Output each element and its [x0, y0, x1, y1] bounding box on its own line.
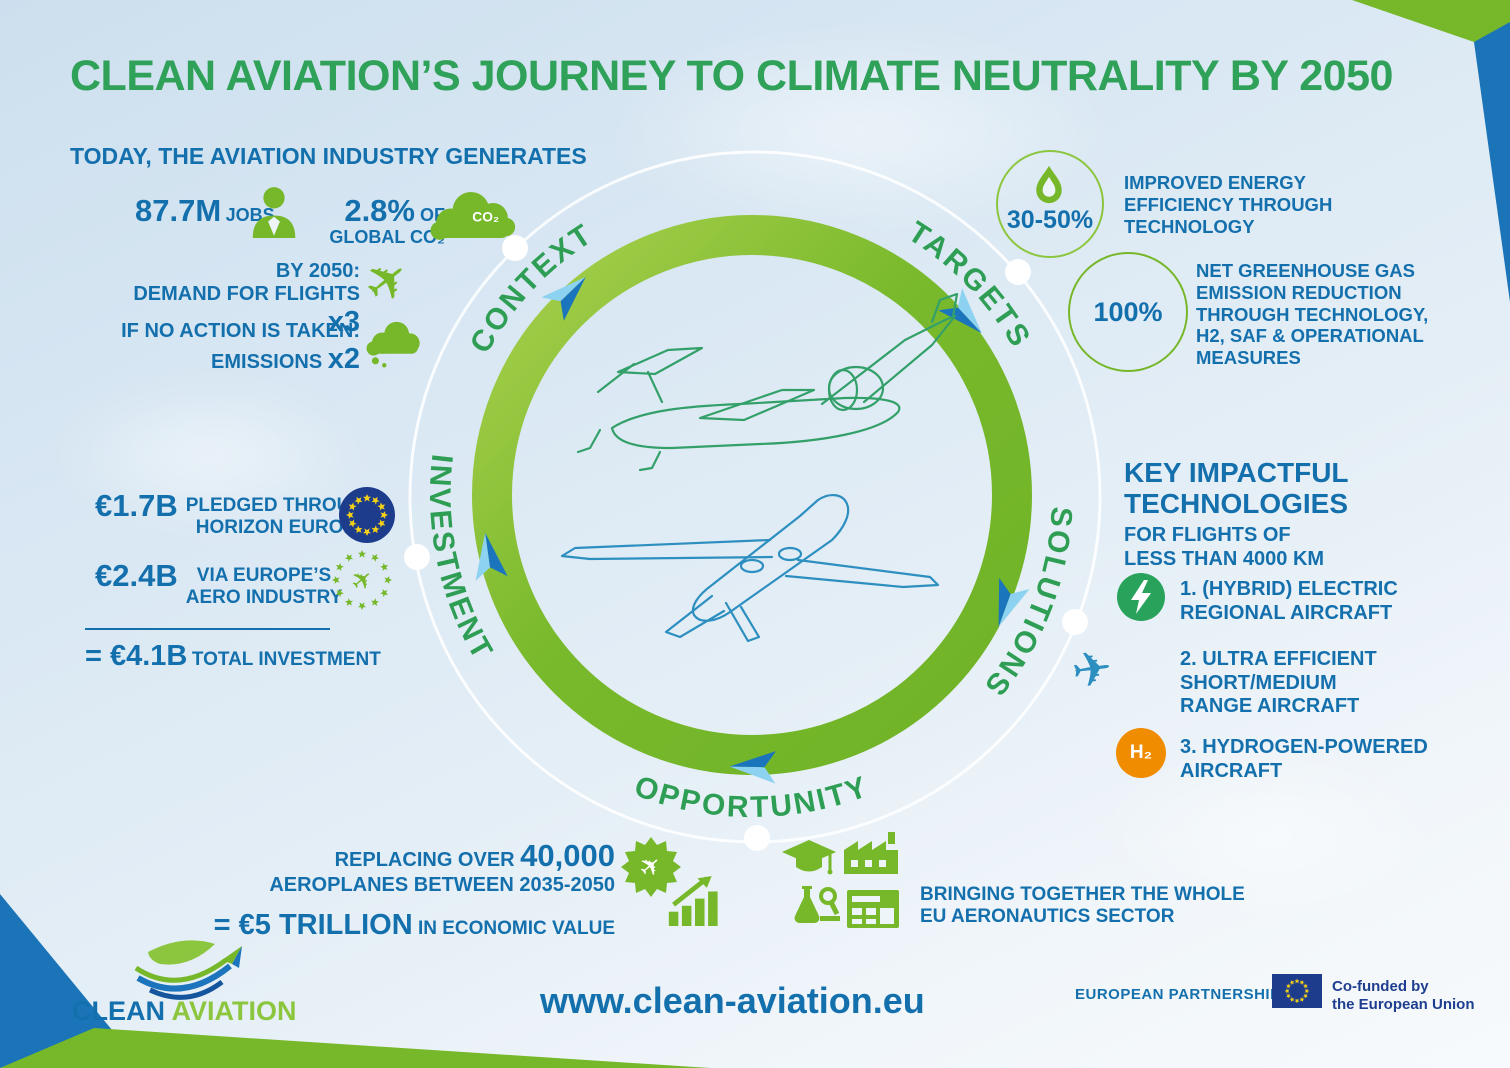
total-label: TOTAL INVESTMENT — [191, 649, 381, 670]
total-investment: = €4.1B TOTAL INVESTMENT — [85, 640, 381, 673]
reduction-circle: 100% — [1068, 252, 1188, 372]
background-cloud — [50, 380, 370, 530]
corner-wedge-top-green — [1352, 0, 1510, 42]
research-lab-icon — [794, 886, 840, 924]
hydrogen-badge-label: H₂ — [1129, 742, 1153, 763]
total-value: = €4.1B — [85, 640, 188, 672]
emissions-line2: EMISSIONS — [211, 351, 328, 373]
industry-value: €2.4B — [95, 558, 178, 593]
aero-industry-icon: ✈ — [332, 550, 392, 610]
emissions-multiplier: x2 — [327, 343, 360, 375]
horizon-investment: €1.7B PLEDGED THROUGH HORIZON EUROPE — [95, 488, 379, 540]
milestone-dot-investment — [404, 544, 430, 570]
reduction-text: NET GREENHOUSE GAS EMISSION REDUCTION TH… — [1196, 260, 1429, 369]
hydrogen-icon: H₂ — [1116, 728, 1166, 778]
background-cloud — [1090, 750, 1450, 920]
co2-line2: GLOBAL CO₂ — [329, 227, 445, 247]
graduation-cap-icon — [782, 840, 836, 875]
factory-icon — [844, 832, 898, 874]
technology-item-2: 2. ULTRA EFFICIENT SHORT/MEDIUM RANGE AI… — [1180, 648, 1377, 718]
cofunded-label: Co-funded by the European Union — [1332, 978, 1475, 1013]
efficiency-circle: 30-50% — [996, 150, 1104, 258]
replacing-prefix: REPLACING OVER — [334, 849, 521, 871]
clean-aviation-logo-text: CLEAN AVIATION — [72, 996, 297, 1027]
efficient-plane-icon: ✈ — [1068, 641, 1116, 700]
green-concept-aircraft-sketch — [576, 292, 959, 472]
svg-text:OPPORTUNITY: OPPORTUNITY — [630, 770, 873, 824]
reduction-value: 100% — [1093, 296, 1163, 327]
industry-investment: €2.4B VIA EUROPE’S AERO INDUSTRY — [95, 558, 342, 610]
eu-flag-circle-icon — [339, 487, 395, 543]
aero-plane-glyph: ✈ — [344, 562, 380, 599]
today-heading: TODAY, THE AVIATION INDUSTRY GENERATES — [70, 143, 587, 169]
emissions-stat: IF NO ACTION IS TAKEN: EMISSIONS x2 — [118, 320, 360, 376]
corner-wedge-left-blue — [0, 894, 112, 1068]
institution-building-icon — [847, 890, 899, 928]
co2-stat: 2.8% OF GLOBAL CO₂ — [320, 193, 445, 248]
growth-chart-icon — [668, 876, 718, 926]
co2-cloud-icon: CO₂ — [430, 192, 516, 240]
economic-value: = €5 TRILLION — [213, 909, 413, 941]
blue-concept-aircraft-sketch — [560, 494, 940, 643]
efficiency-value: 30-50% — [1006, 206, 1094, 234]
page-title: CLEAN AVIATION’S JOURNEY TO CLIMATE NEUT… — [70, 52, 1393, 100]
clean-aviation-logo-mark — [134, 940, 242, 1000]
ring-label-opportunity: OPPORTUNITY — [630, 770, 871, 824]
technologies-heading: KEY IMPACTFUL TECHNOLOGIES — [1124, 457, 1349, 519]
milestone-dot-opportunity — [744, 825, 770, 851]
technology-item-1: 1. (HYBRID) ELECTRIC REGIONAL AIRCRAFT — [1180, 578, 1398, 624]
green-ring — [472, 215, 1032, 775]
replacement-stat: REPLACING OVER 40,000 AEROPLANES BETWEEN… — [170, 838, 615, 942]
emissions-line1: IF NO ACTION IS TAKEN: — [121, 320, 360, 342]
milestone-dot-solutions — [1062, 609, 1088, 635]
corner-wedge-right-blue — [1474, 22, 1510, 302]
worker-icon — [252, 187, 296, 238]
replacing-value: 40,000 — [520, 838, 615, 873]
economic-label: IN ECONOMIC VALUE — [412, 918, 615, 939]
logo-word-clean: CLEAN — [72, 996, 165, 1026]
emissions-cloud-icon — [366, 321, 420, 368]
investment-sum-divider — [85, 628, 330, 630]
website-link[interactable]: www.clean-aviation.eu — [540, 980, 925, 1021]
partnership-label: EUROPEAN PARTNERSHIP — [1075, 986, 1281, 1003]
horizon-value: €1.7B — [95, 488, 178, 523]
starburst-plane-icon: ✈ — [621, 837, 681, 897]
demand-line1: BY 2050: — [275, 260, 360, 282]
eu-flag-icon — [1272, 974, 1322, 1008]
demand-stat: BY 2050: DEMAND FOR FLIGHTS x3 — [118, 260, 360, 339]
technology-item-3: 3. HYDROGEN-POWERED AIRCRAFT — [1180, 736, 1428, 782]
milestone-dot-context — [502, 235, 528, 261]
co2-cloud-label: CO₂ — [472, 209, 499, 224]
replacing-line2: AEROPLANES BETWEEN 2035-2050 — [269, 874, 615, 896]
corner-wedge-bottom-green — [0, 1028, 710, 1068]
electric-icon — [1117, 573, 1165, 621]
efficiency-text: IMPROVED ENERGY EFFICIENCY THROUGH TECHN… — [1124, 172, 1333, 237]
demand-multiplier: x3 — [327, 306, 360, 338]
together-text: BRINGING TOGETHER THE WHOLE EU AERONAUTI… — [920, 884, 1245, 928]
industry-label: VIA EUROPE’S AERO INDUSTRY — [185, 565, 343, 609]
logo-word-aviation: AVIATION — [165, 996, 297, 1026]
flame-icon — [1036, 165, 1062, 204]
technologies-subheading: FOR FLIGHTS OF LESS THAN 4000 KM — [1124, 524, 1325, 570]
jobs-value: 87.7M — [135, 193, 222, 228]
demand-line2: DEMAND FOR FLIGHTS — [133, 283, 360, 305]
milestone-dot-targets — [1005, 259, 1031, 285]
co2-value: 2.8% — [344, 193, 415, 228]
